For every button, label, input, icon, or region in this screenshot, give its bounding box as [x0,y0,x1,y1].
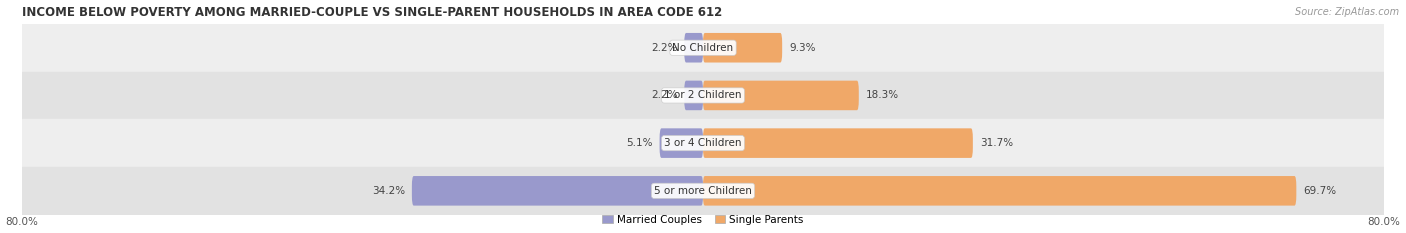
Bar [22,167,1384,215]
FancyBboxPatch shape [703,81,859,110]
Text: 18.3%: 18.3% [866,90,898,100]
FancyBboxPatch shape [685,81,703,110]
Bar [22,24,1384,72]
Text: 1 or 2 Children: 1 or 2 Children [664,90,742,100]
Text: 2.2%: 2.2% [651,90,678,100]
Text: 9.3%: 9.3% [789,43,815,53]
Bar [22,119,1384,167]
Text: 5 or more Children: 5 or more Children [654,186,752,196]
FancyBboxPatch shape [703,128,973,158]
Text: 3 or 4 Children: 3 or 4 Children [664,138,742,148]
FancyBboxPatch shape [659,128,703,158]
Text: INCOME BELOW POVERTY AMONG MARRIED-COUPLE VS SINGLE-PARENT HOUSEHOLDS IN AREA CO: INCOME BELOW POVERTY AMONG MARRIED-COUPL… [22,6,723,19]
FancyBboxPatch shape [412,176,703,206]
Text: 31.7%: 31.7% [980,138,1012,148]
FancyBboxPatch shape [703,176,1296,206]
Text: Source: ZipAtlas.com: Source: ZipAtlas.com [1295,7,1399,17]
FancyBboxPatch shape [703,33,782,62]
Legend: Married Couples, Single Parents: Married Couples, Single Parents [603,215,803,225]
Text: 2.2%: 2.2% [651,43,678,53]
Text: 34.2%: 34.2% [373,186,405,196]
FancyBboxPatch shape [685,33,703,62]
Bar [22,72,1384,119]
Text: 5.1%: 5.1% [626,138,652,148]
Text: No Children: No Children [672,43,734,53]
Text: 69.7%: 69.7% [1303,186,1336,196]
